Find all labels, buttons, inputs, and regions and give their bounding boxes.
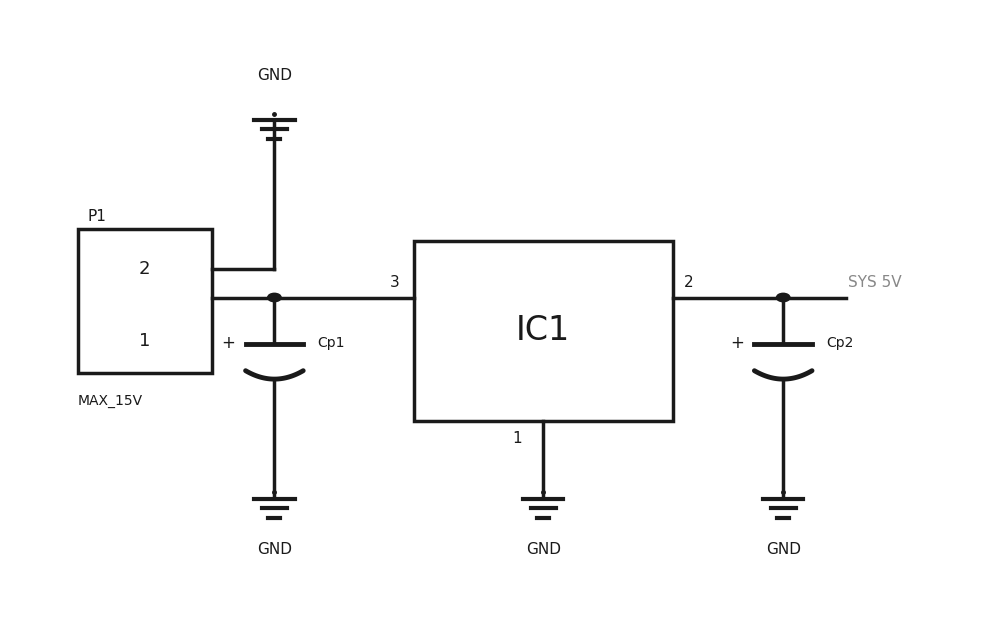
Text: P1: P1: [87, 209, 106, 224]
Text: +: +: [730, 334, 744, 351]
Text: GND: GND: [526, 542, 561, 557]
Text: 1: 1: [139, 332, 150, 350]
Text: IC1: IC1: [516, 314, 570, 347]
Text: Cp2: Cp2: [826, 336, 854, 349]
Text: 1: 1: [512, 431, 522, 446]
Text: SYS 5V: SYS 5V: [848, 275, 902, 290]
Text: GND: GND: [766, 542, 801, 557]
Text: Cp1: Cp1: [318, 336, 345, 349]
Text: GND: GND: [257, 542, 292, 557]
Text: 3: 3: [389, 275, 399, 290]
Circle shape: [268, 293, 281, 302]
Text: GND: GND: [257, 68, 292, 82]
Bar: [414, 241, 673, 421]
Text: MAX_15V: MAX_15V: [78, 394, 143, 408]
Circle shape: [776, 293, 790, 302]
Bar: [78, 229, 212, 372]
Text: +: +: [221, 334, 235, 351]
Text: 2: 2: [684, 275, 694, 290]
Text: 2: 2: [139, 260, 151, 278]
